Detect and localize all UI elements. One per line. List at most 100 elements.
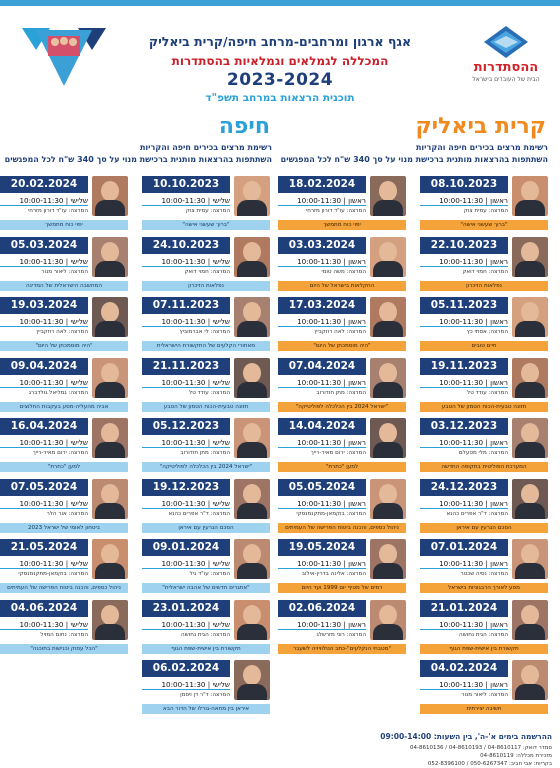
lecture-date: 14.04.2024 [278, 418, 366, 435]
lecturer-name: המרצה: עודד טל [467, 389, 508, 396]
lecturer-photo [512, 297, 548, 337]
lecture-date: 02.06.2024 [278, 599, 366, 617]
lecturer-photo [234, 418, 270, 458]
lecture-topic: "ישראל 2024 בין הכלכלה לפוליטיקה" [278, 401, 406, 412]
lecturer-name: המרצה: מלי מטעלם [458, 450, 508, 456]
header-line-2: המכללה לגמלאים וגמלאיות בהסתדרות [171, 54, 389, 68]
lecture-date: 03.12.2023 [420, 418, 508, 435]
lecture-date: 06.02.2024 [142, 660, 230, 677]
lecture-card: 21.11.2023 שלישי | 10:00-11:30 המרצה: עודד… [142, 357, 270, 416]
lecturer-photo [512, 176, 548, 216]
lecture-card: 21.01.2024 ראשון | 10:00-11:30 המרצה: הגית… [420, 599, 548, 658]
lecture-card: 02.06.2024 ראשון | 10:00-11:30 המרצה: רוני… [278, 599, 406, 658]
lecture-date: 21.01.2024 [420, 599, 508, 617]
lecturer-photo [370, 539, 406, 579]
lecture-time: ראשון | 10:00-11:30 [420, 679, 508, 690]
lecture-topic: הסכם הגרעין עם איראן [420, 522, 548, 533]
lecturer-photo [512, 357, 548, 398]
lecture-topic: יפוי כוח מתמשך [0, 220, 128, 230]
lecture-date: 10.10.2023 [142, 176, 230, 193]
lecture-card: 07.04.2024 ראשון | 10:00-11:30 המרצה: מתן … [278, 357, 406, 416]
lecture-time: ראשון | 10:00-11:30 [420, 377, 508, 388]
lecture-date: 20.02.2024 [0, 176, 88, 193]
lecture-date: 05.12.2023 [142, 418, 230, 435]
lecture-topic: "הכל עסוק וכנישות בתוכנה" [0, 643, 128, 654]
lecturer-name: המרצה: ירום מאיר-רייך [32, 450, 88, 456]
lecture-date: 04.06.2024 [0, 599, 88, 617]
lecture-card: 16.04.2024 שלישי | 10:00-11:30 המרצה: ירום… [0, 418, 128, 476]
lecture-card: 05.05.2024 ראשון | 10:00-11:30 המרצה: בוקמ… [278, 478, 406, 537]
lecture-topic: המחשבה הישראלית של המדינה [0, 280, 128, 291]
lecture-time: שלישי | 10:00-11:30 [0, 195, 88, 206]
lecturer-photo [92, 418, 128, 458]
lecture-topic: "היה מוסמכתן של היום" [0, 341, 128, 351]
section-sub-bialik-1: רשימת מרצים בכירים חיפה והקריות [415, 143, 548, 152]
lecture-time: שלישי | 10:00-11:30 [142, 316, 230, 327]
section-sub-bialik-2: השתתפות בהרצאות מותנית ברכישת מנוי על סך… [280, 155, 548, 164]
lecturer-name: המרצה: עמית צוק [463, 208, 508, 214]
lecture-topic: "אתגרים חדשים של אהבה ישראלית" [142, 583, 270, 593]
lecture-card: 14.04.2024 ראשון | 10:00-11:30 המרצה: ירום… [278, 418, 406, 476]
section-sub-bialik: רשימת מרצים בכירים חיפה והקריות השתתפות … [278, 142, 548, 166]
footer: ההרשמה בימים א'-ה', בין השעות: 09:00-14:… [332, 732, 552, 768]
lecture-card: 17.03.2024 ראשון | 10:00-11:30 המרצה: לאה … [278, 297, 406, 355]
lecturer-photo [370, 236, 406, 277]
lecture-date: 09.04.2024 [0, 357, 88, 375]
lecture-time: ראשון | 10:00-11:30 [420, 558, 508, 569]
lecture-card: 24.12.2023 ראשון | 10:00-11:30 המרצה: ד"ר … [420, 478, 548, 537]
lecture-topic: תזונה טבעית-הכוח הטמון של הטבע [420, 401, 548, 412]
lecturer-name: המרצה: מתן חודורוב [316, 389, 366, 396]
lecture-card: 19.05.2024 ראשון | 10:00-11:30 המרצה: אלינ… [278, 539, 406, 597]
lecture-date: 21.05.2024 [0, 539, 88, 556]
lecture-card: 24.10.2023 שלישי | 10:00-11:30 המרצה: חמוי… [142, 236, 270, 295]
lecturer-name: המרצה: אלינה בדרין-אילוב [301, 571, 366, 577]
header-line-1: אגף ארגון ומרחבים-מרחב חיפה/קרית ביאליק [148, 34, 412, 49]
lecture-time: שלישי | 10:00-11:30 [142, 679, 230, 690]
lecture-card: 19.11.2023 ראשון | 10:00-11:30 המרצה: עודד… [420, 357, 548, 416]
lecture-topic: ביטחון לאומי של ישראל 2023 [0, 522, 128, 533]
lecture-topic: "ברוך שעשני אישה" [142, 220, 270, 230]
section-title-haifa: חיפה [218, 114, 270, 139]
lecture-topic: מאחורי הקלעים של התקשורת הישראלית [142, 341, 270, 351]
lecture-date: 19.11.2023 [420, 357, 508, 375]
lecturer-name: המרצה: ד"ר אפרים כהנא [168, 510, 230, 517]
lecture-time: ראשון | 10:00-11:30 [278, 256, 366, 267]
lecture-time: שלישי | 10:00-11:30 [0, 316, 88, 327]
lecture-date: 19.03.2024 [0, 297, 88, 314]
lecture-time: שלישי | 10:00-11:30 [142, 498, 230, 509]
lecture-date: 16.04.2024 [0, 418, 88, 435]
lecture-date: 07.11.2023 [142, 297, 230, 314]
lecture-card: 10.10.2023 שלישי | 10:00-11:30 המרצה: עמית… [142, 176, 270, 234]
lecture-time: ראשון | 10:00-11:30 [278, 619, 366, 630]
lecture-card: 22.10.2023 ראשון | 10:00-11:30 המרצה: חמוי… [420, 236, 548, 295]
lecture-topic: המערכת הפוליטית בתקופה החדשה [420, 462, 548, 472]
lecture-date: 23.01.2024 [142, 599, 230, 617]
lecturer-photo [512, 539, 548, 579]
lecturer-name: המרצה: עו"ד דורון מזרחי [305, 208, 366, 214]
lecture-time: שלישי | 10:00-11:30 [0, 437, 88, 448]
lecture-topic: תזונה טבעית-הכוח הטמון של הטבע [142, 401, 270, 412]
logo-subtitle: הבית של העובדים בישראל [472, 76, 540, 83]
lecture-date: 04.02.2024 [420, 660, 508, 677]
lecture-card: 09.04.2024 שלישי | 10:00-11:30 המרצה: גמלי… [0, 357, 128, 416]
lecturer-name: המרצה: עמית צוק [185, 208, 230, 214]
header-years: 2023-2024 [226, 70, 334, 90]
lecture-date: 09.01.2024 [142, 539, 230, 556]
header-titles: אגף ארגון ומרחבים-מרחב חיפה/קרית ביאליק … [100, 34, 460, 104]
lecture-time: שלישי | 10:00-11:30 [142, 377, 230, 388]
lecture-card: 07.11.2023 שלישי | 10:00-11:30 המרצה: לי א… [142, 297, 270, 355]
lecturer-photo [92, 236, 128, 277]
lecturer-name: המרצה: הגית נחושה [459, 631, 508, 638]
lecture-card: 03.12.2023 ראשון | 10:00-11:30 המרצה: מלי … [420, 418, 548, 476]
lecture-date: 03.03.2024 [278, 236, 366, 254]
lecturer-name: המרצה: אור הלר [46, 510, 88, 517]
lecture-date: 08.10.2023 [420, 176, 508, 193]
lecture-card: 06.02.2024 שלישי | 10:00-11:30 המרצה: ד"ר … [142, 660, 270, 718]
lecturer-photo [92, 599, 128, 640]
lecturer-photo [92, 176, 128, 216]
lecturer-photo [234, 660, 270, 700]
lecture-time: שלישי | 10:00-11:30 [0, 619, 88, 630]
lecture-date: 07.05.2024 [0, 478, 88, 496]
footer-phones-3: בקריות: אבי חביב: 050-6267347 / 052-8396… [427, 761, 552, 767]
lecture-topic: חשיבה יצירתית [420, 704, 548, 714]
